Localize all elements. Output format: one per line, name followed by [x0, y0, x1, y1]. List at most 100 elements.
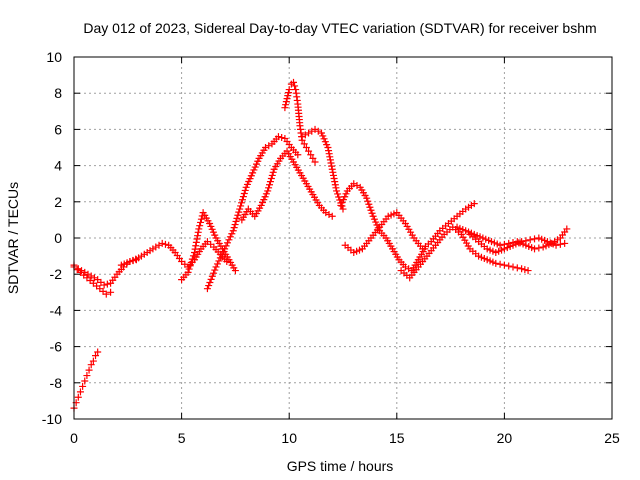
data-point: [329, 168, 337, 176]
data-point: [365, 200, 373, 208]
data-point: [231, 221, 239, 229]
data-point: [74, 393, 82, 401]
data-point: [492, 259, 500, 267]
data-point: [161, 240, 169, 248]
data-point: [311, 158, 319, 166]
data-point: [225, 236, 233, 244]
data-point: [285, 86, 293, 94]
data-point: [228, 230, 236, 238]
data-point: [266, 181, 274, 189]
data-point: [231, 267, 239, 275]
data-point: [85, 366, 93, 374]
data-point: [332, 184, 340, 192]
data-point: [267, 175, 275, 183]
data-point: [233, 214, 241, 222]
grid-layer: [74, 57, 612, 419]
series-arc-evening: [453, 223, 571, 253]
data-point: [339, 205, 347, 213]
data-point: [552, 241, 560, 249]
data-point: [107, 288, 115, 296]
data-point: [496, 241, 504, 249]
data-point: [290, 78, 298, 86]
data-point: [235, 208, 243, 216]
x-tick-label: 0: [70, 430, 78, 446]
data-point: [196, 222, 204, 230]
series-arc-early-steep: [70, 348, 102, 412]
data-point: [194, 232, 202, 240]
y-tick-label: -4: [50, 302, 63, 318]
data-point: [328, 212, 336, 220]
data-point: [294, 151, 302, 159]
data-point: [222, 242, 230, 250]
data-point: [213, 260, 221, 268]
data-point: [241, 186, 249, 194]
data-point: [325, 210, 333, 218]
data-point: [300, 140, 308, 148]
data-point: [219, 248, 227, 256]
data-point: [326, 153, 334, 161]
data-point: [194, 228, 202, 236]
data-point: [210, 269, 218, 277]
data-point: [265, 184, 273, 192]
data-point: [193, 235, 201, 243]
data-point: [205, 282, 213, 290]
data-point: [518, 265, 526, 273]
data-point: [206, 278, 214, 286]
data-point: [328, 165, 336, 173]
data-point: [531, 245, 539, 253]
x-tick-label: 25: [604, 430, 620, 446]
series-arc-rise-a: [203, 133, 302, 293]
series-arc-afternoon-b: [397, 223, 532, 282]
data-point: [470, 200, 478, 208]
data-point: [216, 254, 224, 262]
data-point: [281, 104, 289, 112]
y-tick-label: 6: [54, 121, 62, 137]
data-point: [89, 357, 97, 365]
data-point: [328, 162, 336, 170]
data-point: [192, 242, 200, 250]
data-point: [187, 258, 195, 266]
data-point: [509, 263, 517, 271]
data-point: [238, 199, 246, 207]
series-arc-peak-b: [298, 125, 347, 213]
data-point: [301, 131, 309, 139]
data-point: [203, 285, 211, 293]
data-point: [563, 225, 571, 233]
data-point: [334, 190, 342, 198]
data-point: [325, 147, 333, 155]
data-point: [556, 240, 564, 248]
data-point: [291, 82, 299, 90]
data-point: [87, 361, 95, 369]
data-point: [212, 263, 220, 271]
data-point: [324, 144, 332, 151]
data-point: [274, 133, 282, 141]
data-point: [368, 209, 376, 217]
data-point: [189, 252, 197, 260]
data-point: [500, 261, 508, 269]
data-point: [226, 233, 234, 241]
series-arc-early-1: [70, 263, 115, 298]
data-point: [330, 175, 338, 183]
data-point: [186, 262, 194, 270]
data-point: [215, 257, 223, 265]
data-point: [265, 142, 273, 150]
data-point: [535, 244, 543, 252]
points-layer: [70, 78, 571, 412]
chart-title: Day 012 of 2023, Sidereal Day-to-day VTE…: [83, 20, 596, 36]
data-point: [363, 194, 371, 202]
data-point: [282, 101, 290, 109]
data-point: [158, 239, 166, 247]
data-point: [237, 202, 245, 210]
data-point: [92, 352, 100, 360]
data-point: [505, 262, 513, 270]
data-point: [76, 388, 84, 396]
ticks-layer: 0 5 10 15 20 25 -10 -8 -6 -4 -2 0 2 4 6 8 10: [42, 49, 620, 446]
data-point: [218, 251, 226, 259]
data-point: [208, 272, 216, 280]
data-point: [561, 239, 569, 247]
data-point: [521, 266, 529, 274]
data-point: [232, 217, 240, 225]
data-point: [264, 187, 272, 195]
data-point: [191, 248, 199, 256]
